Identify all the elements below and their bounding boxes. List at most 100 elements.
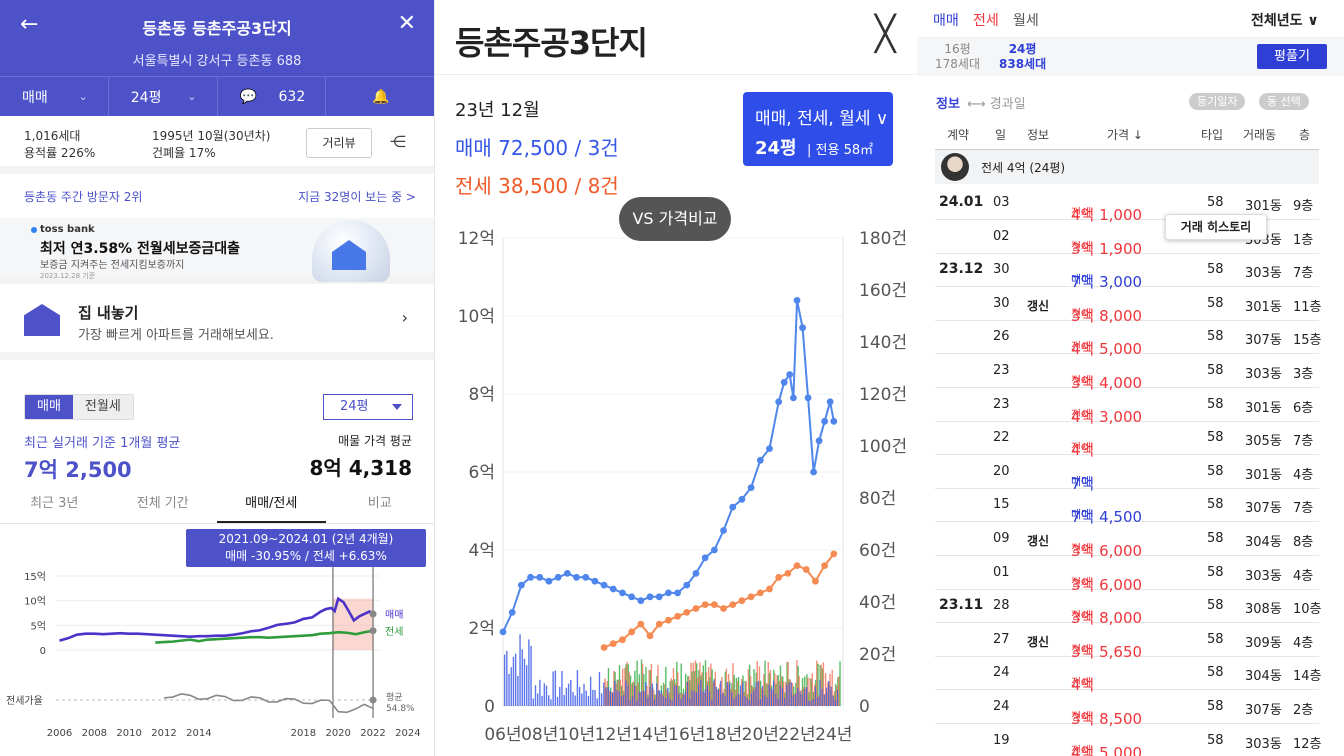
registry-date-pill[interactable]: 등기일자 [1189,93,1246,110]
sale-price-point [793,297,801,304]
table-row[interactable]: 23 전세 4억 3,000 58 301동 6층 [935,388,1319,426]
segment-sale[interactable]: 매매 [25,395,73,419]
table-row[interactable]: 19 전세 4억 5,000 58 303동 12층 [935,724,1322,756]
filter-row-label: 전세 4억 (24평) [981,161,1066,175]
row-kind: 전세 [1071,609,1092,623]
volume-bar [652,689,655,706]
mini-ratio-label: 전세가율 [6,695,43,707]
table-row[interactable]: 24 전세 4억 58 304동 14층 [935,656,1322,694]
row-dong: 304동 [1245,669,1282,685]
sale-price-point [628,593,636,601]
table-row[interactable]: 23.11 28 전세 3억 8,000 58 308동 10층 [935,589,1322,627]
volume-bar [728,683,731,706]
volume-bar [709,691,711,706]
table-row[interactable]: 23 전세 3억 4,000 58 303동 3층 [935,354,1319,392]
table-row[interactable]: 20 매매 7억 58 301동 4층 [935,455,1319,493]
volume-bar [610,692,613,706]
elapsed-toggle[interactable]: ⟷ 경과일 [967,97,1026,112]
volume-bar [806,687,808,706]
volume-bar [620,695,623,706]
info-toggle[interactable]: 정보 [936,97,960,112]
volume-bar [626,661,628,706]
volume-bar [809,677,811,706]
segment-rent[interactable]: 전월세 [72,395,133,419]
volume-bar [657,664,659,706]
volume-bar [705,671,708,706]
price-mini-chart[interactable]: 15억 10억 5억 0 2006 2008 2010 2012 2014 2018 2020 202… [0,566,434,756]
compare-button[interactable]: VS 가격비교 [619,197,731,241]
row-floor: 1층 [1293,232,1314,248]
trade-type-select[interactable]: 매매 ⌄ [0,77,109,116]
pyeong-expand-button[interactable]: 평풀기 [1257,44,1327,69]
share-icon[interactable]: ⋲ [390,132,406,151]
tab-all-period[interactable]: 전체 기간 [136,496,189,511]
row-dong: 305동 [1245,434,1282,450]
transaction-history-popup[interactable]: 거래 히스토리 [1165,214,1267,240]
volume-bar [690,662,692,706]
ad-banner[interactable]: toss bank 최저 연3.58% 전월세보증금대출 보증금 지켜주는 전세… [0,218,434,284]
tab-compare[interactable]: 비교 [367,496,392,511]
volume-bar [617,679,619,706]
tab-sale[interactable]: 매매 [933,13,959,29]
table-row[interactable]: 15 매매 7억 4,500 58 307동 7층 [935,488,1319,526]
table-row[interactable]: 23.12 30 매매 7억 3,000 58 303동 7층 [935,253,1319,291]
table-row[interactable]: 24.01 03 전세 4억 1,000 58 301동 9층 [935,186,1319,224]
row-kind: 전세 [1071,441,1092,455]
list-filter-bar: 정보 ⟷ 경과일 등기일자 동 선택 [917,92,1344,112]
list-my-home-banner[interactable]: 집 내놓기 가장 빠르게 아파트를 거래해보세요. › [0,284,434,360]
tab-recent-3y[interactable]: 최근 3년 [30,496,79,511]
volume-bar [723,688,725,706]
row-type: 58 [1207,295,1224,311]
table-row[interactable]: 09 갱신 전세 3억 6,000 58 304동 8층 [935,522,1319,560]
y-right-tick-label: 160건 [859,281,907,301]
table-row[interactable]: 22 전세 4억 58 305동 7층 [935,421,1319,459]
table-row[interactable]: 26 전세 4억 5,000 58 307동 15층 [935,320,1322,358]
volume-bar [638,674,641,706]
tab-jeonse[interactable]: 전세 [973,13,999,29]
rent-price-point [830,550,838,558]
table-row[interactable]: 24 전세 3억 8,500 58 307동 2층 [935,690,1319,728]
filter-badge[interactable]: 매매, 전세, 월세 ∨ 24평 | 전용 58㎡ [743,92,893,166]
volume-bar [724,695,726,706]
volume-bar [748,664,751,706]
mini-rent-label: 전세 [385,626,403,638]
col-price[interactable]: 가격 ↓ [1107,128,1143,142]
street-view-button[interactable]: 거리뷰 [306,128,372,158]
sale-price-point [804,394,812,402]
size-dropdown[interactable]: 24평 [323,394,413,420]
tab-wolse[interactable]: 월세 [1013,13,1039,29]
size-option-24[interactable]: 24평 838세대 [999,42,1047,71]
volume-bar [741,678,743,706]
price-trend-chart[interactable]: 0 2억 4억 6억 8억 10억 12억 0 20건 40건 60건 80건 100건 120건 140건… [435,218,916,756]
year-select[interactable]: 전체년도 ∨ [1251,13,1319,29]
table-row[interactable]: 30 갱신 전세 3억 8,000 58 301동 11층 [935,287,1322,325]
volume-bar [689,698,691,706]
close-icon[interactable]: ✕ [397,11,416,36]
notification-button[interactable]: 🔔 [326,77,434,116]
size-option-16[interactable]: 16평 178세대 [935,42,980,71]
tab-sale-rent[interactable]: 매매/전세 [217,490,326,523]
volume-bar [716,689,719,706]
volume-bar [702,691,704,706]
back-arrow-icon[interactable]: ← [20,12,39,37]
y-right-tick-label: 100건 [859,437,907,457]
dong-select-pill[interactable]: 동 선택 [1259,93,1309,110]
visitor-banner[interactable]: 등촌동 주간 방문자 2위 지금 32명이 보는 중 > [0,174,434,218]
volume-bar [769,669,772,706]
x-tick-label: 06년 [484,725,521,745]
comments-button[interactable]: 💬 632 [218,77,327,116]
size-select[interactable]: 24평 ⌄ [109,77,218,116]
volume-bar [819,680,821,706]
close-icon[interactable]: ╳ [875,14,896,54]
y-right-tick-label: 180건 [859,229,907,249]
row-price-value: 4억 5,000 [1071,743,1143,756]
volume-bar [795,693,797,706]
table-row[interactable]: 01 전세 3억 6,000 58 303동 4층 [935,556,1319,594]
volume-bar [783,681,785,706]
selected-filter-row[interactable]: 전세 4억 (24평) [935,150,1319,184]
table-row[interactable]: 27 갱신 전세 3억 5,650 58 309동 4층 [935,623,1319,661]
mini-sale-line [59,596,374,642]
rent-price-point [609,640,617,647]
volume-bar [608,690,611,706]
row-day: 24 [993,665,1010,681]
